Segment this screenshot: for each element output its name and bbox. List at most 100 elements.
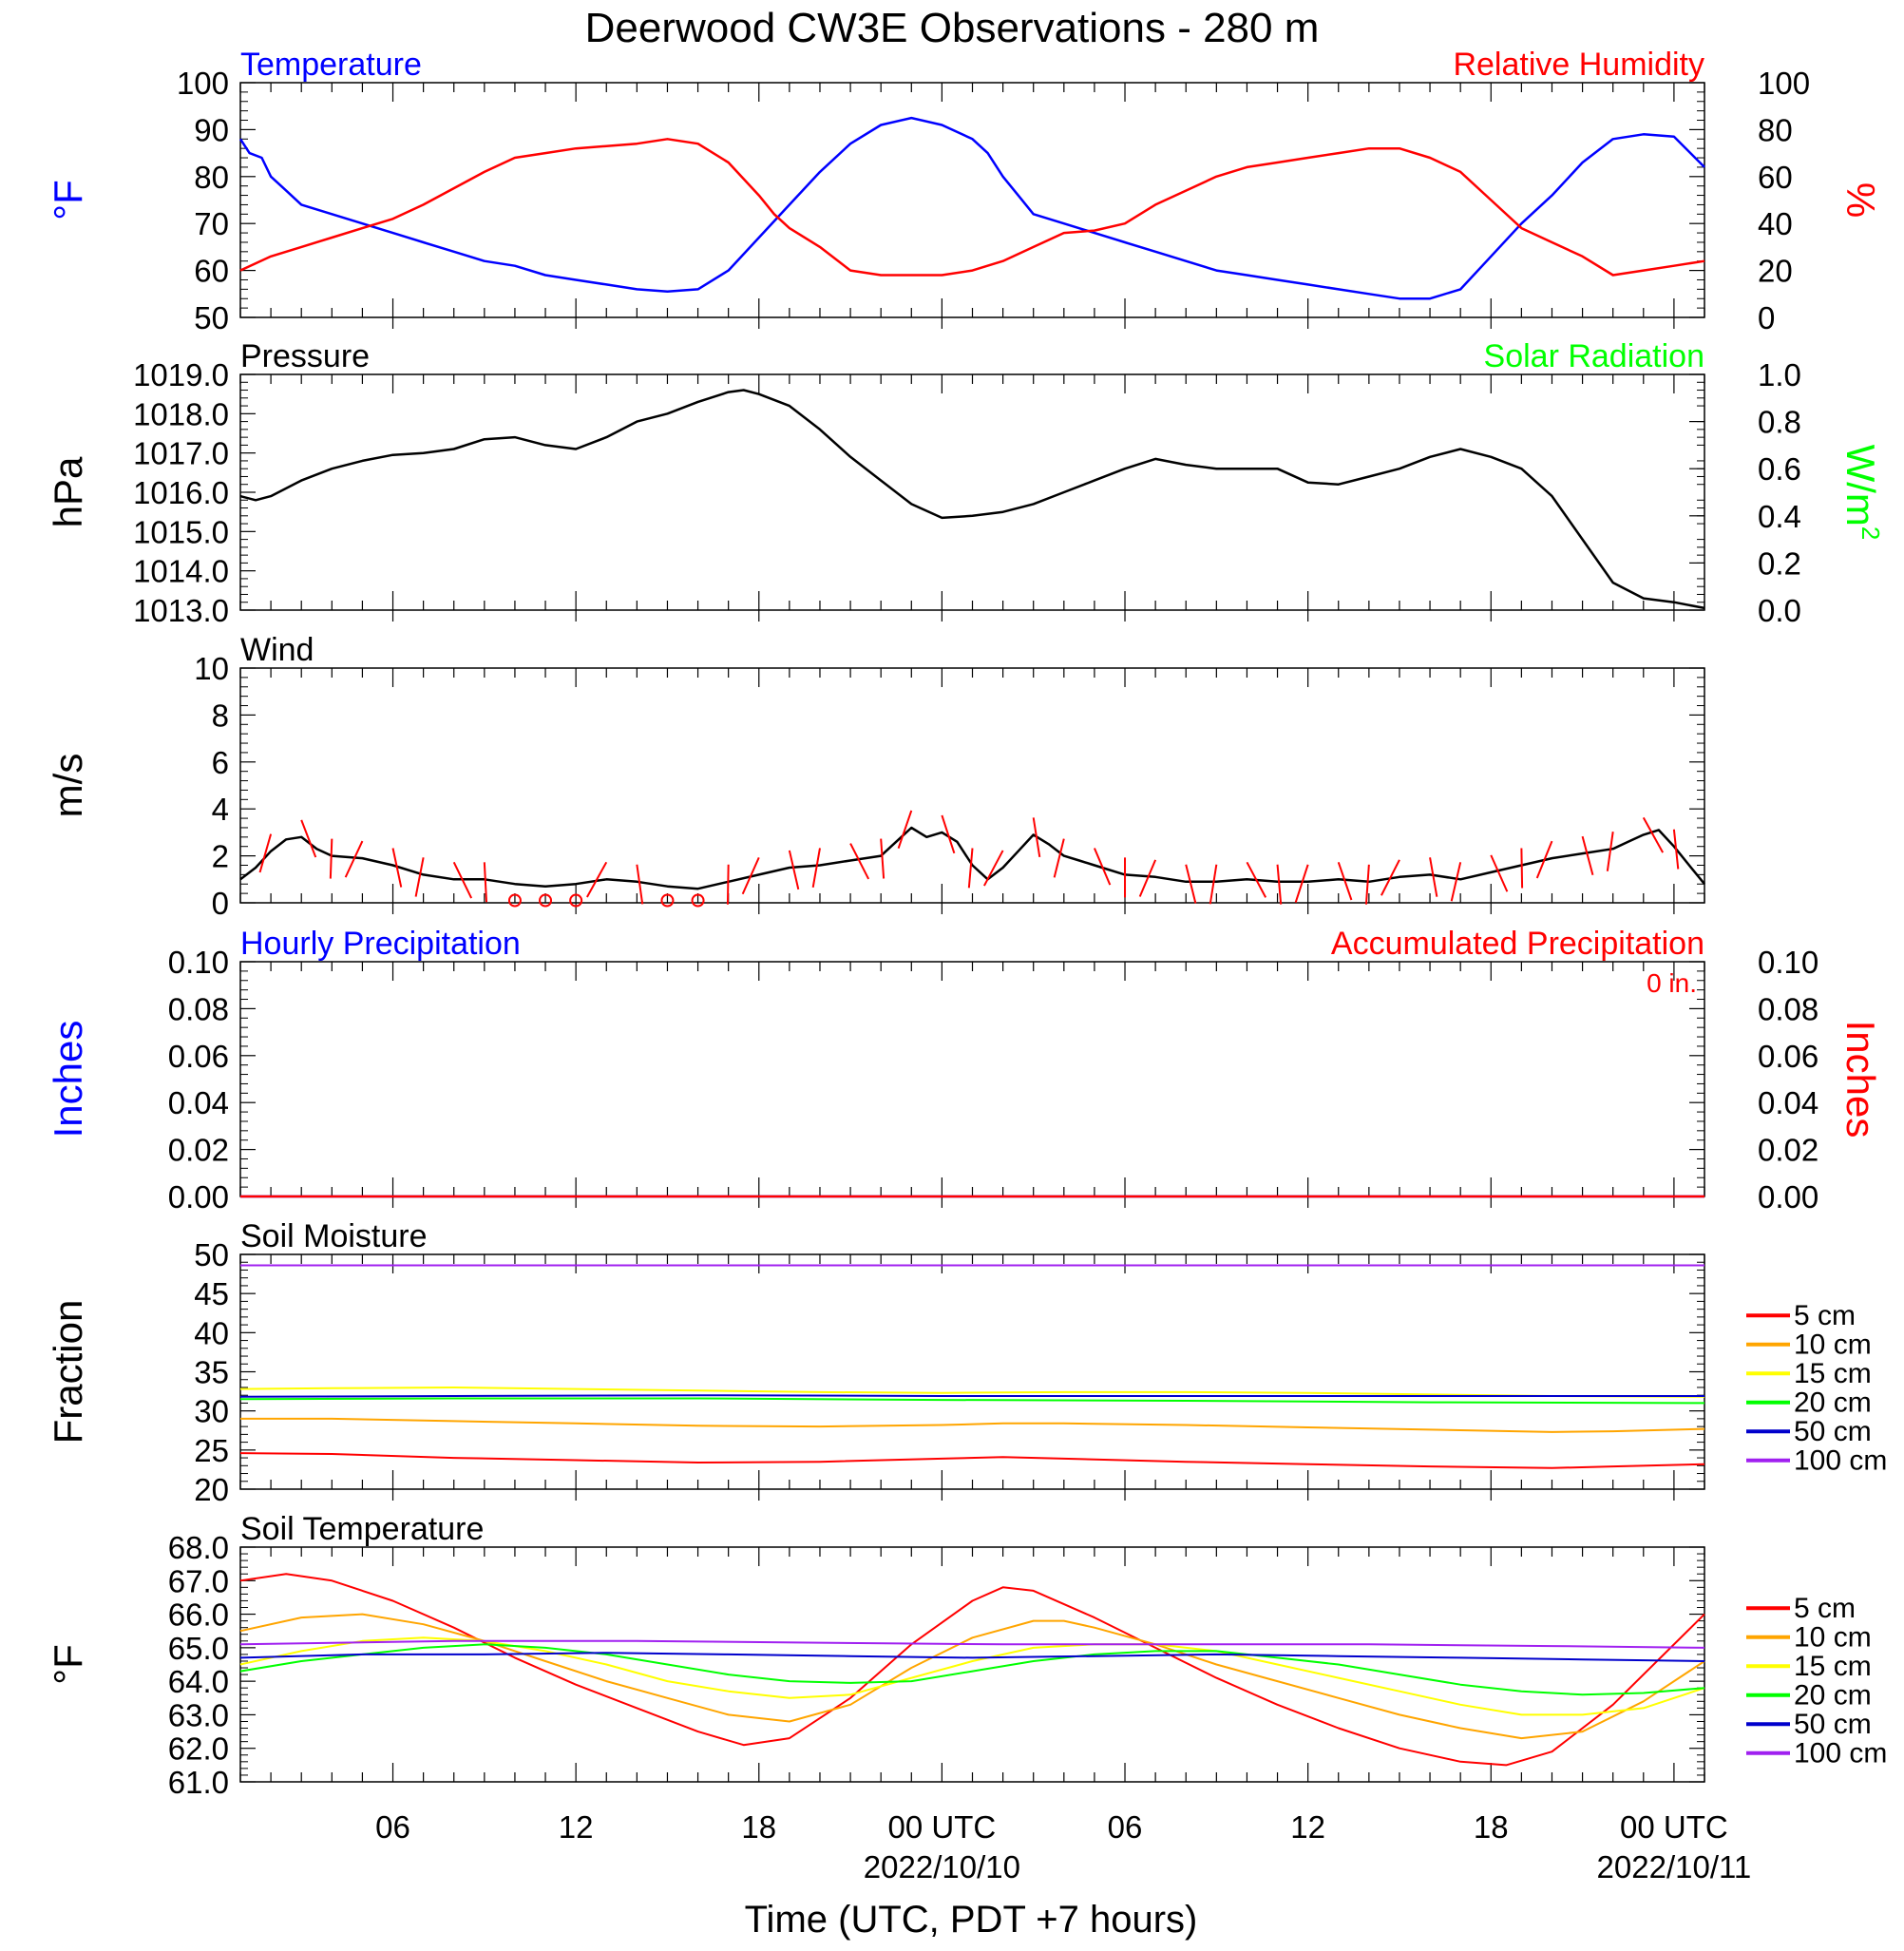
legend-label: 10 cm [1794, 1329, 1872, 1361]
legend-label: 50 cm [1794, 1709, 1872, 1740]
y-tick-label: 0.10 [168, 945, 229, 980]
x-date-label: 2022/10/11 [1597, 1849, 1752, 1884]
y-axis-label-superscript: 2 [1856, 526, 1885, 540]
legend-label: 10 cm [1794, 1622, 1872, 1654]
panel-title-right: Accumulated Precipitation [1331, 926, 1704, 962]
y-tick-label: 0.06 [168, 1039, 229, 1074]
legend-label: 20 cm [1794, 1387, 1872, 1419]
depth_50-line [239, 1394, 1704, 1398]
wind-barb [483, 862, 488, 903]
y-tick-labels-left: 0 2 4 6 8 10 [194, 651, 1704, 921]
x-tick-label: 00 UTC [1620, 1809, 1728, 1845]
y-tick-label: 50 [194, 300, 229, 335]
x-tick-label: 18 [741, 1809, 776, 1845]
wind-barbs [258, 810, 1680, 908]
y-tick-label: 1015.0 [133, 514, 229, 549]
panel-frame [239, 1253, 1705, 1490]
temperature-line [238, 116, 1705, 300]
y-tick-label: 1019.0 [133, 357, 229, 392]
wind-barb [1138, 859, 1157, 897]
depth_5-line [239, 1573, 1705, 1767]
y-tick-label: 20 [1758, 254, 1793, 289]
y-axis-label-left: °F [46, 1644, 90, 1684]
panel-frame [239, 373, 1705, 611]
wind-barb [788, 850, 800, 890]
y-tick-label: 0.6 [1758, 451, 1801, 487]
y-tick-label: 62.0 [168, 1731, 229, 1767]
panel-title-left: Soil Moisture [240, 1218, 428, 1254]
legend-label: 20 cm [1794, 1680, 1872, 1712]
depth_100-line [239, 1639, 1705, 1649]
calm-circle [691, 893, 705, 908]
wind-barb [983, 850, 1004, 887]
y-tick-label: 0.8 [1758, 405, 1801, 440]
y-tick-label: 6 [212, 745, 229, 780]
wind-barb [1185, 864, 1197, 904]
y-tick-labels-right: 0.00 0.02 0.04 0.06 0.08 0.10 [1689, 945, 1818, 1215]
y-tick-label: 1.0 [1758, 357, 1801, 392]
depth_10-line [240, 1417, 1705, 1433]
y-axis-label-right: Inches [1838, 1021, 1883, 1138]
panel-frame [239, 82, 1705, 318]
depth_15-line [239, 1636, 1705, 1716]
y-tick-label: 0.0 [1758, 593, 1801, 628]
y-tick-label: 40 [194, 1315, 229, 1350]
panel-frame [239, 961, 1705, 1197]
y-tick-label: 0.02 [1758, 1133, 1818, 1168]
y-tick-label: 4 [212, 792, 229, 827]
x-tick-marks [239, 1254, 1705, 1501]
wind-panel: 0 2 4 6 8 10 Wind m/s [46, 632, 1705, 921]
y-tick-label: 60 [194, 254, 229, 289]
legend-label: 50 cm [1794, 1416, 1872, 1447]
x-tick-label: 18 [1474, 1809, 1509, 1845]
x-tick-marks [239, 962, 1705, 1208]
wind-barb [1209, 864, 1218, 905]
y-tick-label: 0 [1758, 300, 1775, 335]
panel-frame [239, 1546, 1705, 1783]
wind-barb [452, 861, 473, 899]
y-axis-label-left: hPa [46, 456, 90, 527]
x-tick-label: 12 [1290, 1809, 1325, 1845]
y-tick-label: 1017.0 [133, 436, 229, 471]
y-tick-label: 70 [194, 206, 229, 241]
calm-circle [539, 893, 553, 908]
y-tick-label: 0.04 [1758, 1085, 1818, 1120]
wind-barb [1642, 816, 1665, 853]
y-tick-label: 35 [194, 1355, 229, 1390]
pressure-panel: 1013.0 1014.0 1015.0 1016.0 1017.0 1018.0 1019… [46, 338, 1885, 628]
wind-barb [741, 856, 760, 895]
wind-barb [414, 857, 425, 897]
y-tick-label: 67.0 [168, 1563, 229, 1598]
y-tick-label: 80 [194, 160, 229, 195]
y-tick-label: 0.2 [1758, 545, 1801, 581]
y-tick-label: 0.08 [168, 991, 229, 1026]
wind-barb [1672, 829, 1680, 870]
wind-barb [1450, 862, 1462, 902]
wind-barb [1606, 832, 1614, 871]
wind-barb [1053, 838, 1065, 878]
y-tick-labels-right: 0.0 0.2 0.4 0.6 0.8 1.0 [1689, 357, 1801, 628]
y-tick-label: 1016.0 [133, 475, 229, 510]
y-tick-label: 100 [177, 66, 229, 101]
calm-circle [507, 893, 522, 908]
y-tick-label: 0.08 [1758, 991, 1818, 1026]
chart-title: Deerwood CW3E Observations - 280 m [585, 5, 1320, 51]
y-tick-labels-right: 0 20 40 60 80 100 [1689, 66, 1810, 335]
wind-barb [586, 861, 608, 898]
panel-title-right: Relative Humidity [1453, 47, 1704, 83]
y-tick-label: 20 [194, 1472, 229, 1507]
y-tick-label: 64.0 [168, 1664, 229, 1699]
wind-barb [300, 819, 317, 858]
legend-label: 5 cm [1794, 1593, 1856, 1624]
wind-barb [811, 848, 821, 889]
depth_20-line [239, 1397, 1705, 1405]
y-tick-label: 63.0 [168, 1697, 229, 1732]
wind-barb [1520, 848, 1524, 889]
wind-barb [1032, 817, 1041, 858]
y-tick-label: 0.00 [168, 1179, 229, 1215]
legend-label: 5 cm [1794, 1300, 1856, 1331]
